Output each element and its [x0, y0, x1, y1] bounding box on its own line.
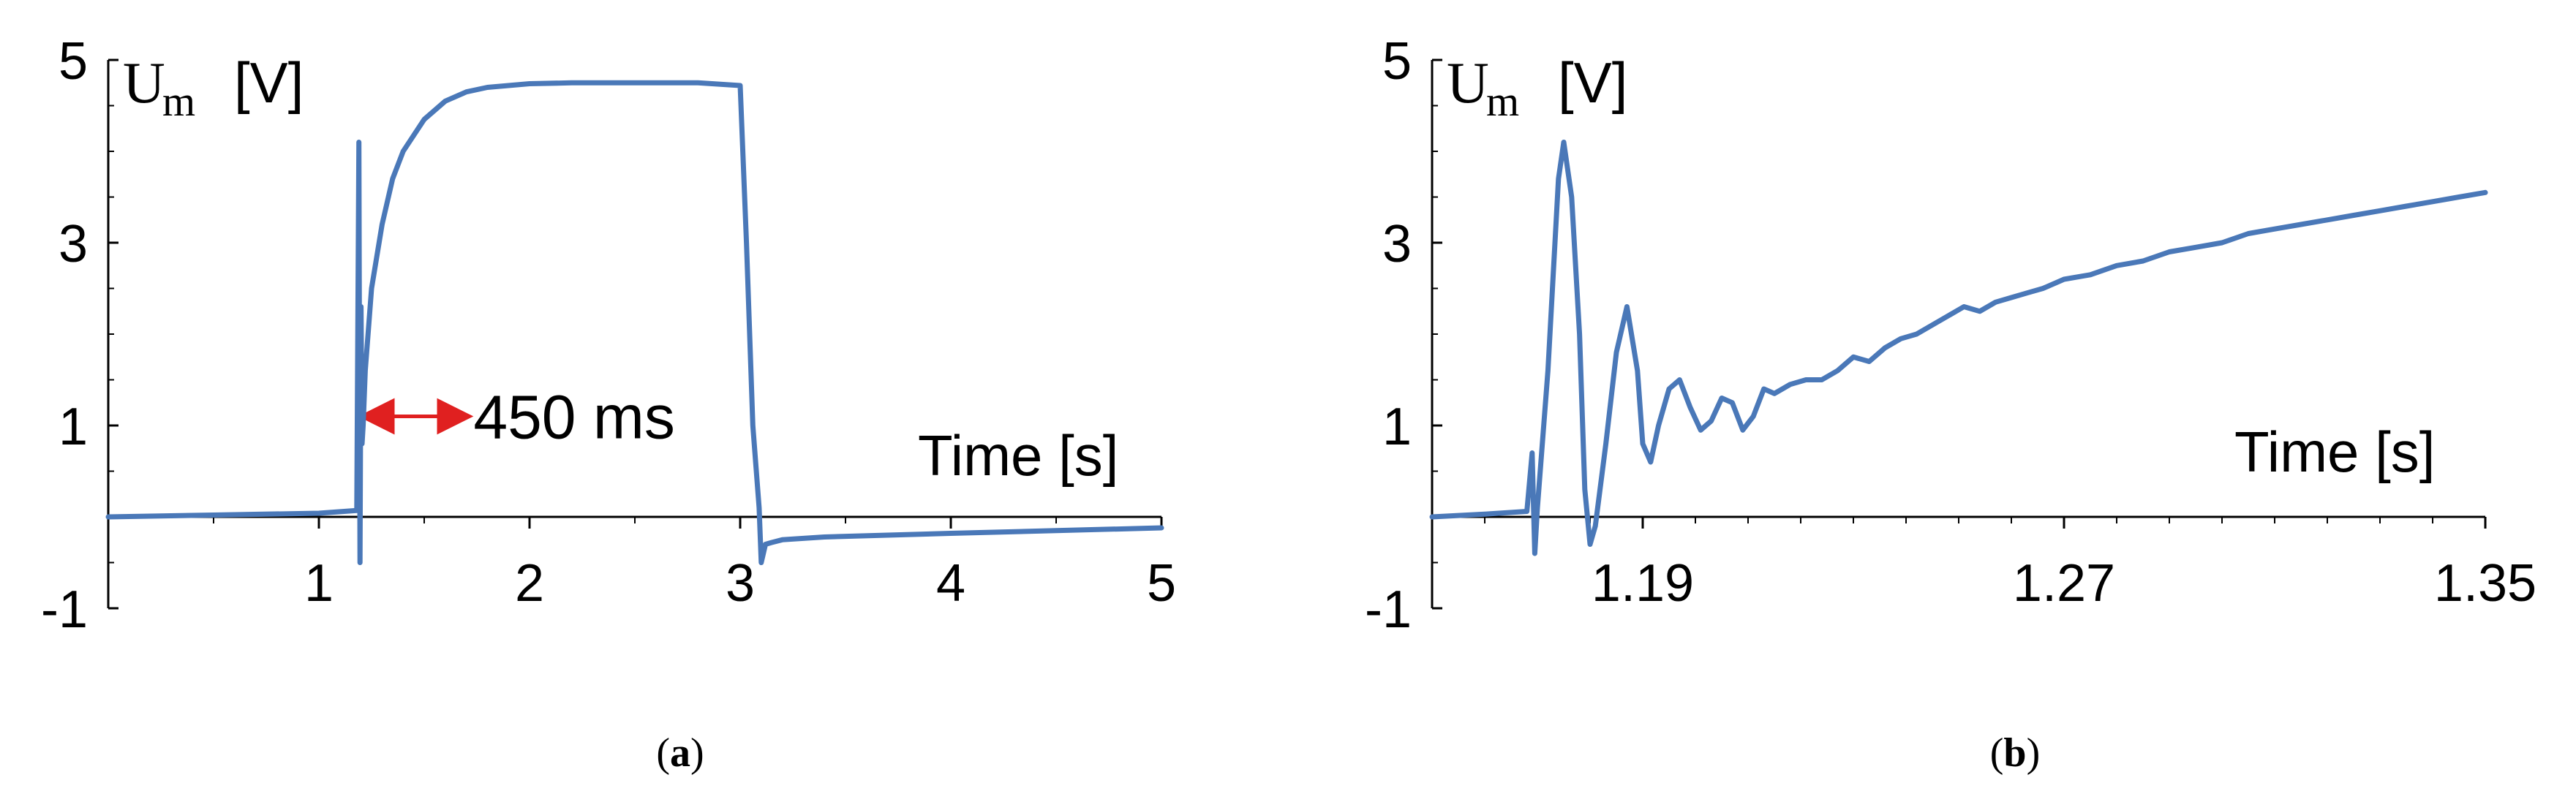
chart-a-x-ticks: 1 2 3 4 5 — [108, 517, 1176, 613]
chart-b-y-tick-label: -1 — [1365, 580, 1412, 639]
chart-a-x-tick-label: 5 — [1147, 554, 1176, 613]
chart-a-series-line — [105, 80, 1164, 565]
chart-b-ylabel-unit: [V] — [1558, 50, 1627, 115]
chart-b-ylabel-sub: m — [1486, 77, 1519, 125]
chart-b-x-ticks: 1.19 1.27 1.35 — [1431, 517, 2537, 613]
chart-a-x-tick-label: 4 — [936, 554, 965, 613]
chart-b-x-tick-label: 1.27 — [2013, 554, 2115, 613]
panel-label-a: (a) — [656, 730, 704, 776]
chart-b-y-tick-label: 1 — [1382, 398, 1412, 456]
chart-a-y-tick-label: 1 — [59, 398, 88, 456]
chart-a-y-ticks: 5 3 1 -1 — [41, 32, 118, 639]
chart-b-xlabel: Time [s] — [2234, 420, 2435, 484]
chart-a: 5 3 1 -1 1 2 3 4 5 U m [V] Time [s] 450 ms — [41, 32, 1176, 639]
chart-a-ylabel-sub: m — [162, 77, 195, 125]
chart-b-y-ticks: 5 3 1 -1 — [1365, 32, 1442, 639]
chart-b-x-tick-label: 1.19 — [1592, 554, 1694, 613]
chart-b-series-line — [1429, 140, 2488, 556]
chart-b-ylabel-main: U — [1447, 51, 1489, 116]
chart-a-y-tick-label: 5 — [59, 32, 88, 91]
chart-a-annotation-text: 450 ms — [473, 383, 674, 452]
chart-a-x-tick-label: 2 — [515, 554, 544, 613]
chart-a-y-tick-label: 3 — [59, 215, 88, 273]
panel-label-b: (b) — [1990, 730, 2040, 776]
chart-a-y-tick-label: -1 — [41, 580, 88, 639]
chart-b: 5 3 1 -1 1.19 1.27 1.35 U m [V] Time [s] — [1365, 32, 2537, 639]
chart-a-x-tick-label: 3 — [726, 554, 755, 613]
chart-b-x-tick-label: 1.35 — [2434, 554, 2537, 613]
chart-a-ylabel-unit: [V] — [234, 50, 304, 115]
chart-a-ylabel-main: U — [123, 51, 165, 116]
chart-a-xlabel: Time [s] — [918, 423, 1118, 488]
chart-a-x-tick-label: 1 — [304, 554, 334, 613]
chart-b-y-tick-label: 5 — [1382, 32, 1412, 91]
chart-b-y-tick-label: 3 — [1382, 215, 1412, 273]
